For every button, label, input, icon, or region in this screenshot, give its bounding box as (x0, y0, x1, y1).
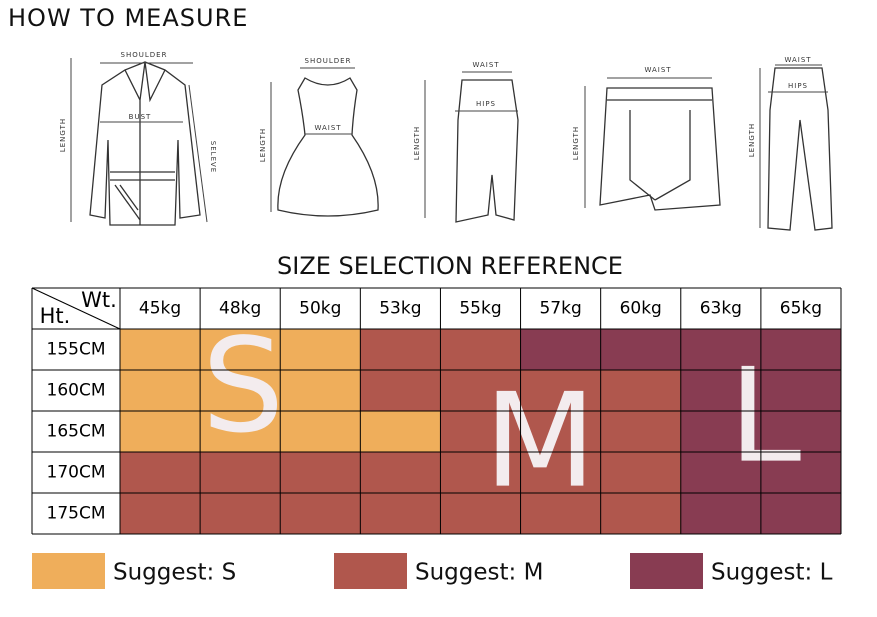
height-header: 155CM (47, 340, 106, 360)
height-header: 170CM (47, 463, 106, 483)
weight-header: 57kg (539, 299, 581, 319)
size-cell (360, 411, 441, 452)
size-cell (440, 452, 521, 493)
measure-label: LENGTH (413, 126, 421, 160)
measure-label: WAIST (784, 56, 811, 64)
measure-label: LENGTH (59, 118, 67, 152)
size-cell (360, 493, 441, 534)
legend-label: Suggest: S (113, 560, 236, 586)
size-cell (520, 329, 601, 370)
measure-label: SHOULDER (121, 51, 168, 59)
measure-label: WAIST (644, 66, 671, 74)
legend-swatch (32, 553, 105, 589)
size-cell (520, 370, 601, 411)
size-cell (680, 411, 761, 452)
corner-diagonal (31, 287, 121, 330)
size-letter: M (484, 365, 596, 517)
jacket-drawing: SHOULDER BUST LENGTH SELEVE (59, 51, 217, 226)
height-header: 165CM (47, 422, 106, 442)
size-table: S M L Wt. Ht. 45kg 48kg 50kg 53kg 55kg 57kg 60kg 63k… (31, 287, 842, 535)
size-cell (440, 411, 521, 452)
page-title: HOW TO MEASURE (8, 4, 248, 32)
corner-height: Ht. (40, 304, 71, 328)
size-cell (120, 370, 201, 411)
weight-header: 55kg (459, 299, 501, 319)
legend: Suggest: S Suggest: M Suggest: L (32, 553, 833, 589)
size-cell (200, 493, 281, 534)
size-cell (120, 411, 201, 452)
measure-label: SHOULDER (305, 57, 352, 65)
measure-label: WAIST (314, 124, 341, 132)
size-cell (280, 329, 361, 370)
corner-weight: Wt. (81, 288, 117, 312)
size-cell (280, 370, 361, 411)
size-cell (680, 493, 761, 534)
skirt-drawing: WAIST HIPS LENGTH (413, 61, 519, 223)
pants-drawing: WAIST HIPS LENGTH (748, 56, 833, 231)
size-letter: S (202, 310, 285, 462)
weight-header: 60kg (620, 299, 662, 319)
dress-drawing: SHOULDER WAIST LENGTH (259, 57, 379, 217)
weight-header: 45kg (139, 299, 181, 319)
size-cell (360, 329, 441, 370)
size-cell (600, 411, 681, 452)
weight-header: 65kg (780, 299, 822, 319)
size-cell (280, 411, 361, 452)
weight-header: 48kg (219, 299, 261, 319)
size-cell (200, 411, 281, 452)
size-cell (600, 493, 681, 534)
legend-swatch (630, 553, 703, 589)
size-cell (680, 370, 761, 411)
height-header: 175CM (47, 504, 106, 524)
legend-label: Suggest: L (711, 560, 833, 586)
size-cell (520, 452, 601, 493)
size-cell (600, 452, 681, 493)
measure-label: WAIST (472, 61, 499, 69)
measure-label: LENGTH (748, 123, 756, 157)
size-cell (120, 452, 201, 493)
measure-label: LENGTH (259, 128, 267, 162)
size-cell (280, 493, 361, 534)
size-cell (440, 493, 521, 534)
size-cell (120, 329, 201, 370)
size-cell (520, 493, 601, 534)
size-cell (760, 411, 841, 452)
size-cell (280, 452, 361, 493)
height-header: 160CM (47, 381, 106, 401)
size-cell (360, 452, 441, 493)
size-cell (760, 493, 841, 534)
size-cell (520, 411, 601, 452)
legend-swatch (334, 553, 407, 589)
size-cell (760, 370, 841, 411)
size-cell (440, 329, 521, 370)
size-cell (680, 329, 761, 370)
size-cell (760, 329, 841, 370)
legend-label: Suggest: M (415, 560, 543, 586)
size-cell (600, 370, 681, 411)
size-letter: L (729, 340, 801, 492)
measure-label: LENGTH (572, 126, 580, 160)
table-title: SIZE SELECTION REFERENCE (277, 252, 623, 280)
size-cell (200, 370, 281, 411)
size-cell (680, 452, 761, 493)
measure-label: SELEVE (209, 141, 217, 173)
size-cell (200, 452, 281, 493)
size-cell (440, 370, 521, 411)
size-cell (360, 370, 441, 411)
size-cell (760, 452, 841, 493)
measure-label: HIPS (788, 82, 808, 90)
size-cell (600, 329, 681, 370)
weight-header: 63kg (700, 299, 742, 319)
size-cell (200, 329, 281, 370)
size-cell (120, 493, 201, 534)
shorts-drawing: WAIST LENGTH (572, 66, 721, 211)
weight-header: 50kg (299, 299, 341, 319)
weight-header: 53kg (379, 299, 421, 319)
measure-label: BUST (129, 113, 152, 121)
measure-label: HIPS (476, 100, 496, 108)
